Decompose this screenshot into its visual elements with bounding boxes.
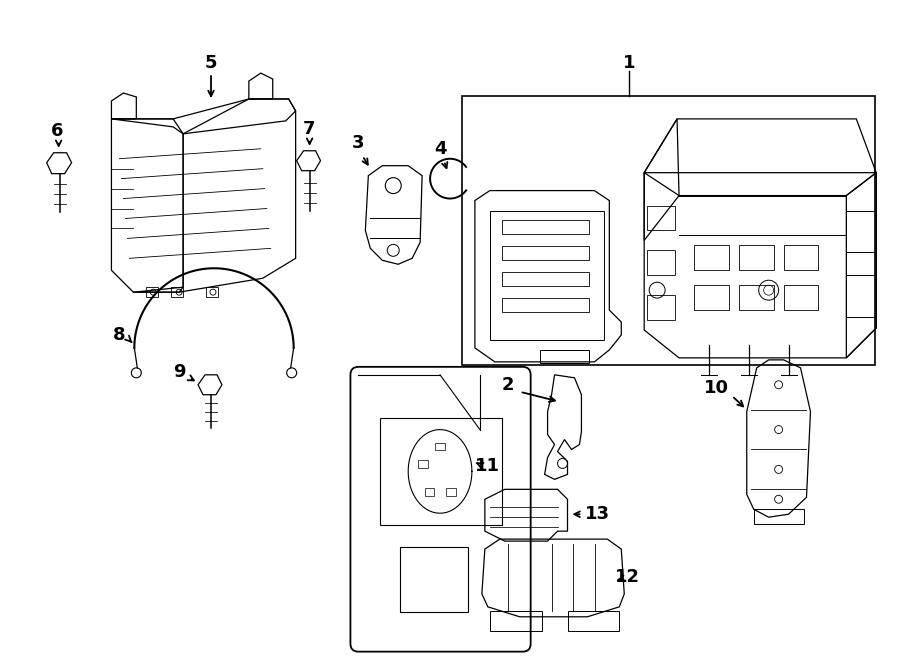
Bar bbox=[568, 611, 619, 631]
Bar bbox=[846, 275, 877, 317]
Text: 1: 1 bbox=[623, 54, 635, 72]
Text: 12: 12 bbox=[615, 568, 640, 586]
Text: 3: 3 bbox=[352, 134, 365, 152]
Bar bbox=[381, 418, 502, 525]
Bar bbox=[739, 285, 774, 310]
Bar bbox=[502, 272, 590, 286]
Bar bbox=[784, 285, 818, 310]
Bar bbox=[739, 245, 774, 270]
Bar bbox=[435, 442, 445, 451]
Bar bbox=[418, 460, 428, 468]
Bar bbox=[462, 96, 875, 365]
Text: 11: 11 bbox=[475, 457, 500, 475]
Bar bbox=[206, 287, 218, 297]
Text: 6: 6 bbox=[50, 122, 63, 140]
Bar bbox=[784, 245, 818, 270]
Text: 5: 5 bbox=[205, 54, 217, 72]
Bar bbox=[540, 350, 590, 363]
Bar bbox=[647, 295, 675, 320]
Bar bbox=[425, 488, 435, 496]
Bar bbox=[502, 298, 590, 312]
Bar bbox=[400, 547, 468, 612]
Text: 4: 4 bbox=[434, 139, 446, 158]
Bar bbox=[502, 221, 590, 235]
Bar bbox=[446, 488, 455, 496]
Bar bbox=[647, 251, 675, 275]
Text: 2: 2 bbox=[501, 375, 514, 394]
Text: 9: 9 bbox=[173, 363, 185, 381]
Bar bbox=[694, 285, 729, 310]
Text: 7: 7 bbox=[302, 120, 315, 138]
Bar bbox=[147, 287, 158, 297]
Bar bbox=[490, 210, 604, 340]
Text: 10: 10 bbox=[705, 379, 729, 397]
Text: 8: 8 bbox=[113, 326, 126, 344]
Bar bbox=[647, 206, 675, 231]
Bar bbox=[490, 611, 542, 631]
Bar bbox=[753, 509, 804, 524]
Bar bbox=[694, 245, 729, 270]
Text: 13: 13 bbox=[585, 505, 610, 524]
Bar bbox=[502, 247, 590, 260]
Bar bbox=[846, 210, 877, 253]
Bar bbox=[171, 287, 183, 297]
